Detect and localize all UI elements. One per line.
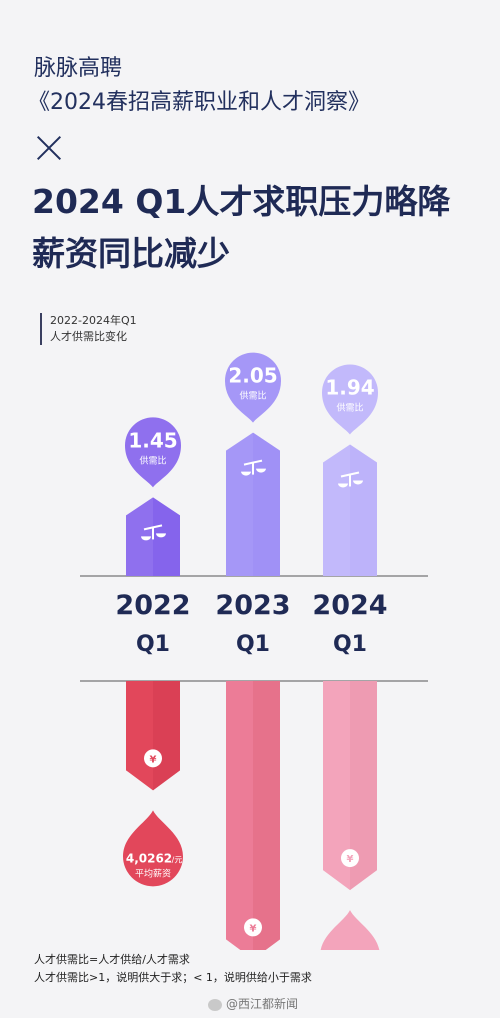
scale-icon-pan — [241, 471, 251, 476]
salary-bar-shade — [350, 681, 377, 891]
quarter-label: Q1 — [235, 632, 270, 657]
ratio-pin — [322, 364, 379, 435]
ratio-bar — [226, 432, 280, 576]
ratio-unit-label: 供需比 — [139, 454, 166, 466]
ratio-pin — [225, 352, 281, 423]
scale-icon-pan — [156, 533, 166, 538]
headline-line1: 2024 Q1人才求职压力略降 — [32, 182, 451, 221]
headline: 2024 Q1人才求职压力略降 薪资同比减少 — [32, 176, 450, 280]
yen-glyph: ¥ — [250, 923, 257, 934]
yen-glyph: ¥ — [347, 854, 354, 865]
notes: 人才供需比=人才供给/人才需求 人才供需比>1，说明供大于求；< 1，说明供给小… — [34, 951, 312, 987]
salary-sub-label: 平均薪资 — [135, 867, 171, 879]
scale-icon-pan — [256, 468, 266, 473]
quarter-label: Q1 — [135, 632, 170, 657]
salary-unit-label: /元 — [172, 855, 183, 864]
weibo-icon — [208, 998, 222, 1011]
year-label: 2022 — [115, 590, 191, 621]
chart-caption-line2: 人才供需比变化 — [50, 330, 127, 343]
ratio-pin — [125, 417, 181, 488]
watermark-text: @西江都新闻 — [226, 997, 299, 1011]
ratio-bar — [323, 444, 377, 576]
scale-icon-pan — [141, 536, 151, 541]
salary-bar-shade — [153, 681, 180, 791]
ratio-value: 2.05 — [228, 364, 277, 388]
year-label: 2024 — [312, 590, 388, 621]
salary-bar-shade — [253, 681, 280, 950]
year-label: 2023 — [215, 590, 291, 621]
salary-drop — [123, 810, 183, 887]
watermark: @西江都新闻 — [208, 995, 298, 1012]
note-definition: 人才供需比=人才供给/人才需求 — [34, 953, 190, 966]
ratio-value: 1.94 — [325, 375, 374, 399]
money-bag-icon — [144, 749, 162, 768]
ratio-bar-shade — [350, 444, 377, 576]
quarter-label: Q1 — [332, 632, 367, 657]
money-bag-icon — [244, 918, 262, 937]
note-explanation: 人才供需比>1，说明供大于求；< 1，说明供给小于需求 — [34, 971, 312, 984]
scale-icon-pan — [338, 483, 348, 488]
ratio-value: 1.45 — [128, 428, 177, 452]
salary-value: 4,0262 — [126, 851, 172, 865]
headline-line2: 薪资同比减少 — [32, 234, 230, 273]
brand-title: 脉脉高聘 — [34, 56, 123, 81]
chart-caption-line1: 2022-2024年Q1 — [50, 314, 137, 327]
money-bag-icon — [341, 849, 359, 868]
ratio-unit-label: 供需比 — [239, 390, 266, 402]
supply-demand-salary-chart: 1.45供需比2.05供需比1.94供需比¥4,0262/元平均薪资¥4,385… — [80, 352, 428, 950]
ratio-bar-shade — [153, 497, 180, 576]
scale-icon-pan — [353, 480, 363, 485]
ratio-unit-label: 供需比 — [336, 401, 363, 413]
chart-caption: 2022-2024年Q1 人才供需比变化 — [40, 313, 137, 345]
close-icon — [36, 135, 62, 161]
salary-drop — [320, 910, 380, 950]
report-title: 《2024春招高薪职业和人才洞察》 — [28, 90, 370, 115]
ratio-bar-shade — [253, 432, 280, 576]
yen-glyph: ¥ — [150, 754, 157, 765]
